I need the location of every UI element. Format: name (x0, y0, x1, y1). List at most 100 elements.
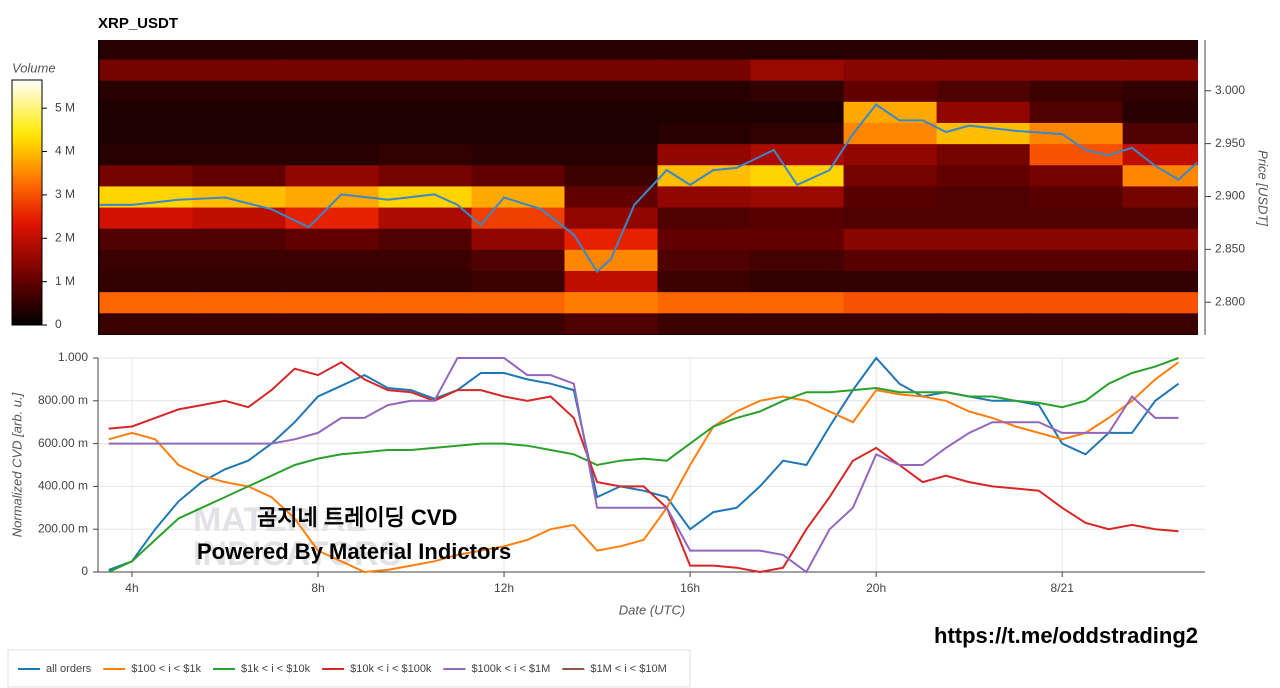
heat-cell (1122, 40, 1198, 60)
heat-cell (99, 291, 193, 314)
y-axis-title: Normalized CVD [arb. u.] (9, 392, 24, 537)
heat-cell (843, 291, 938, 314)
heat-cell (471, 207, 566, 229)
legend-label: $1k < i < $10k (241, 663, 311, 675)
heat-cell (471, 249, 566, 272)
heat-cell (378, 312, 472, 335)
heat-cell (285, 312, 379, 335)
heat-cell (564, 291, 659, 314)
colorbar-tick-label: 4 M (55, 144, 75, 158)
heat-cell (564, 207, 659, 229)
heat-cell (285, 40, 379, 60)
heat-cell (378, 164, 472, 187)
heat-cell (285, 291, 379, 314)
heat-cell (192, 143, 286, 166)
heat-cell (936, 122, 1031, 145)
heat-cell (564, 59, 659, 81)
heat-cell (936, 101, 1031, 123)
y-tick-label: 400.00 m (38, 479, 88, 493)
colorbar (11, 79, 43, 326)
heat-cell (564, 228, 659, 250)
heat-cell (750, 59, 845, 81)
price-line (99, 103, 1198, 274)
y-tick-label: 2.850 (1215, 242, 1245, 256)
heat-cell (564, 80, 659, 102)
heat-cell (99, 249, 193, 272)
heat-cell (936, 59, 1031, 81)
y-tick-label: 2.900 (1215, 189, 1245, 203)
heat-cell (843, 249, 938, 272)
series-line (108, 361, 1179, 574)
heat-cell (99, 80, 193, 102)
heat-cell (378, 228, 472, 250)
heat-cell (471, 164, 566, 187)
heat-cell (99, 59, 193, 81)
x-tick-label: 8h (311, 581, 324, 595)
heat-cell (750, 228, 845, 250)
heat-cell (378, 270, 472, 293)
heat-cell (936, 270, 1031, 293)
heat-cell (843, 59, 938, 81)
heat-cell (564, 122, 659, 145)
link: https://t.me/oddstrading2 (934, 623, 1198, 648)
heat-cell (1029, 59, 1124, 81)
heat-cell (1029, 228, 1124, 250)
heat-cell (378, 249, 472, 272)
heat-cell (564, 101, 659, 123)
heat-cell (99, 143, 193, 166)
y-tick-label: 200.00 m (38, 521, 88, 535)
y-tick-label: 600.00 m (38, 436, 88, 450)
heat-cell (285, 249, 379, 272)
y-tick-label: 2.800 (1215, 294, 1245, 308)
heat-cell (192, 122, 286, 145)
heat-cell (378, 80, 472, 102)
heat-cell (99, 207, 193, 229)
heat-cell (750, 80, 845, 102)
heat-cell (285, 80, 379, 102)
heat-cell (750, 164, 845, 187)
heat-cell (936, 143, 1031, 166)
heat-cell (657, 59, 752, 81)
heat-cell (1029, 270, 1124, 293)
heat-cell (1122, 249, 1198, 272)
heat-cell (192, 312, 286, 335)
legend-label: $100 < i < $1k (131, 663, 201, 675)
heat-cell (936, 80, 1031, 102)
heat-cell (657, 101, 752, 123)
heat-cell (99, 270, 193, 293)
heat-cell (192, 59, 286, 81)
heat-cell (750, 291, 845, 314)
heat-cell (843, 207, 938, 229)
heat-cell (471, 185, 566, 208)
heat-cell (1029, 80, 1124, 102)
heat-cell (936, 40, 1031, 60)
heat-cell (1029, 249, 1124, 272)
heat-cell (936, 228, 1031, 250)
y-tick-label: 3.000 (1215, 83, 1245, 97)
legend-label: $100k < i < $1M (471, 663, 550, 675)
heat-cell (285, 185, 379, 208)
heat-cell (285, 164, 379, 187)
heat-cell (378, 143, 472, 166)
heat-cell (471, 291, 566, 314)
y-axis-title: Price [USDT] (1256, 150, 1271, 226)
heat-cell (657, 122, 752, 145)
heat-cell (378, 291, 472, 314)
heat-cell (564, 312, 659, 335)
heat-cell (843, 122, 938, 145)
heat-cell (99, 40, 193, 60)
x-tick-label: 12h (494, 581, 514, 595)
colorbar-title: Volume (12, 60, 56, 75)
heat-cell (192, 40, 286, 60)
heat-cell (936, 249, 1031, 272)
heat-cell (657, 270, 752, 293)
heat-cell (471, 40, 566, 60)
heat-cell (843, 270, 938, 293)
heat-cell (1122, 101, 1198, 123)
heat-cell (564, 164, 659, 187)
heat-cell (192, 101, 286, 123)
heat-cell (192, 270, 286, 293)
heat-cell (750, 207, 845, 229)
heat-cell (1122, 270, 1198, 293)
